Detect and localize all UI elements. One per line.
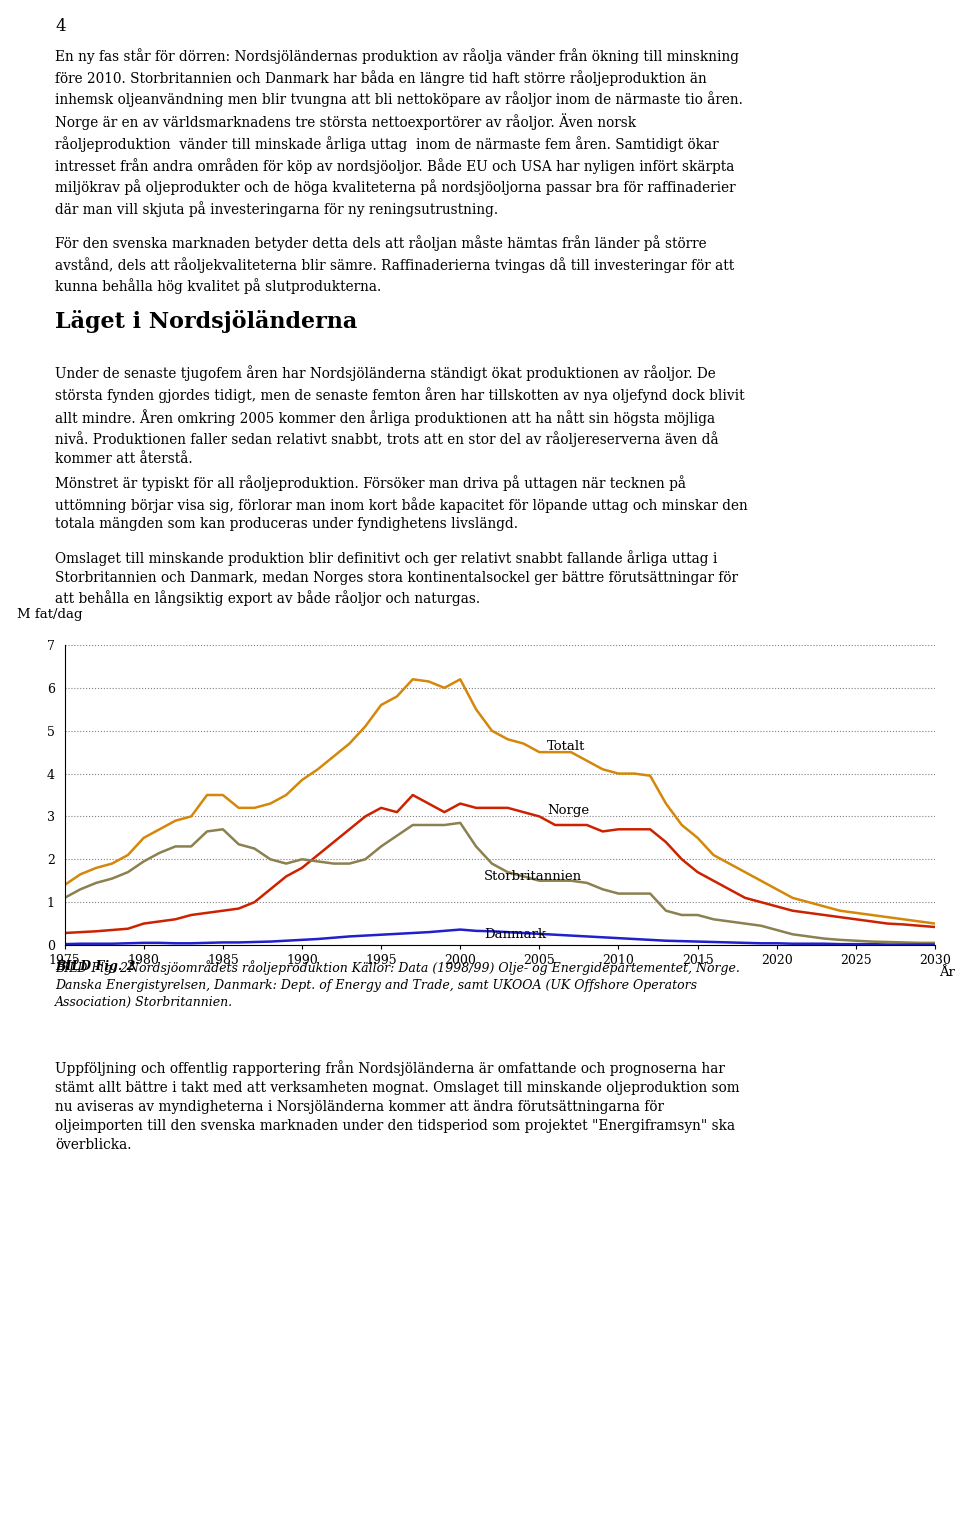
Text: BILD Fig. 2: BILD Fig. 2 xyxy=(55,959,135,973)
Text: År: År xyxy=(939,965,955,979)
Text: Läget i Nordsjöländerna: Läget i Nordsjöländerna xyxy=(55,311,357,334)
Text: Danmark: Danmark xyxy=(484,927,546,941)
Text: Storbritannien: Storbritannien xyxy=(484,871,582,883)
Text: Under de senaste tjugofem åren har Nordsjöländerna ständigt ökat produktionen av: Under de senaste tjugofem åren har Nords… xyxy=(55,366,745,467)
Text: 4: 4 xyxy=(55,18,65,35)
Text: M fat/dag: M fat/dag xyxy=(16,607,83,621)
Text: Mönstret är typiskt för all råoljeproduktion. Försöker man driva på uttagen när : Mönstret är typiskt för all råoljeproduk… xyxy=(55,474,748,531)
Text: Uppföljning och offentlig rapportering från Nordsjöländerna är omfattande och pr: Uppföljning och offentlig rapportering f… xyxy=(55,1060,739,1152)
Text: Omslaget till minskande produktion blir definitivt och ger relativt snabbt falla: Omslaget till minskande produktion blir … xyxy=(55,549,738,606)
Text: En ny fas står för dörren: Nordsjöländernas produktion av råolja vänder från ökn: En ny fas står för dörren: Nordsjöländer… xyxy=(55,47,743,217)
Text: BILD Fig. 2Nordsjöområdets råoljeproduktion Källor: Data (1998/99) Olje- og Ener: BILD Fig. 2Nordsjöområdets råoljeprodukt… xyxy=(55,959,740,1008)
Text: För den svenska marknaden betyder detta dels att råoljan måste hämtas från lände: För den svenska marknaden betyder detta … xyxy=(55,236,734,294)
Text: Norge: Norge xyxy=(547,805,589,817)
Text: Totalt: Totalt xyxy=(547,741,586,753)
